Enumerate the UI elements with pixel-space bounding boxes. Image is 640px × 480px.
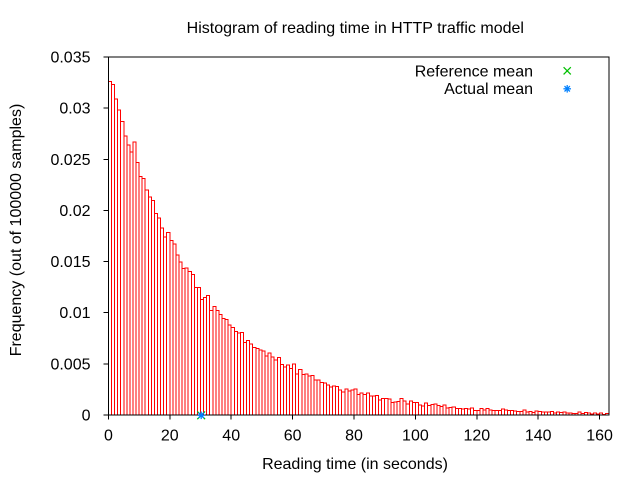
svg-text:0: 0 <box>104 428 113 445</box>
svg-text:160: 160 <box>586 428 613 445</box>
svg-text:Frequency (out of 100000 sampl: Frequency (out of 100000 samples) <box>8 104 25 357</box>
svg-text:20: 20 <box>161 428 179 445</box>
svg-text:60: 60 <box>284 428 302 445</box>
svg-text:0.03: 0.03 <box>59 101 90 118</box>
svg-text:0.02: 0.02 <box>59 203 90 220</box>
svg-text:0.035: 0.035 <box>50 50 90 67</box>
svg-text:100: 100 <box>402 428 429 445</box>
svg-text:0.005: 0.005 <box>50 356 90 373</box>
svg-text:Reading time (in seconds): Reading time (in seconds) <box>262 456 448 473</box>
svg-text:40: 40 <box>222 428 240 445</box>
svg-text:0.01: 0.01 <box>59 305 90 322</box>
svg-text:80: 80 <box>345 428 363 445</box>
svg-text:Reference mean: Reference mean <box>415 63 533 80</box>
svg-text:0.015: 0.015 <box>50 254 90 271</box>
svg-text:140: 140 <box>525 428 552 445</box>
svg-text:0.025: 0.025 <box>50 152 90 169</box>
svg-text:0: 0 <box>82 408 91 425</box>
svg-text:Histogram of reading time in H: Histogram of reading time in HTTP traffi… <box>187 20 524 37</box>
svg-text:120: 120 <box>463 428 490 445</box>
svg-text:Actual mean: Actual mean <box>444 81 533 98</box>
